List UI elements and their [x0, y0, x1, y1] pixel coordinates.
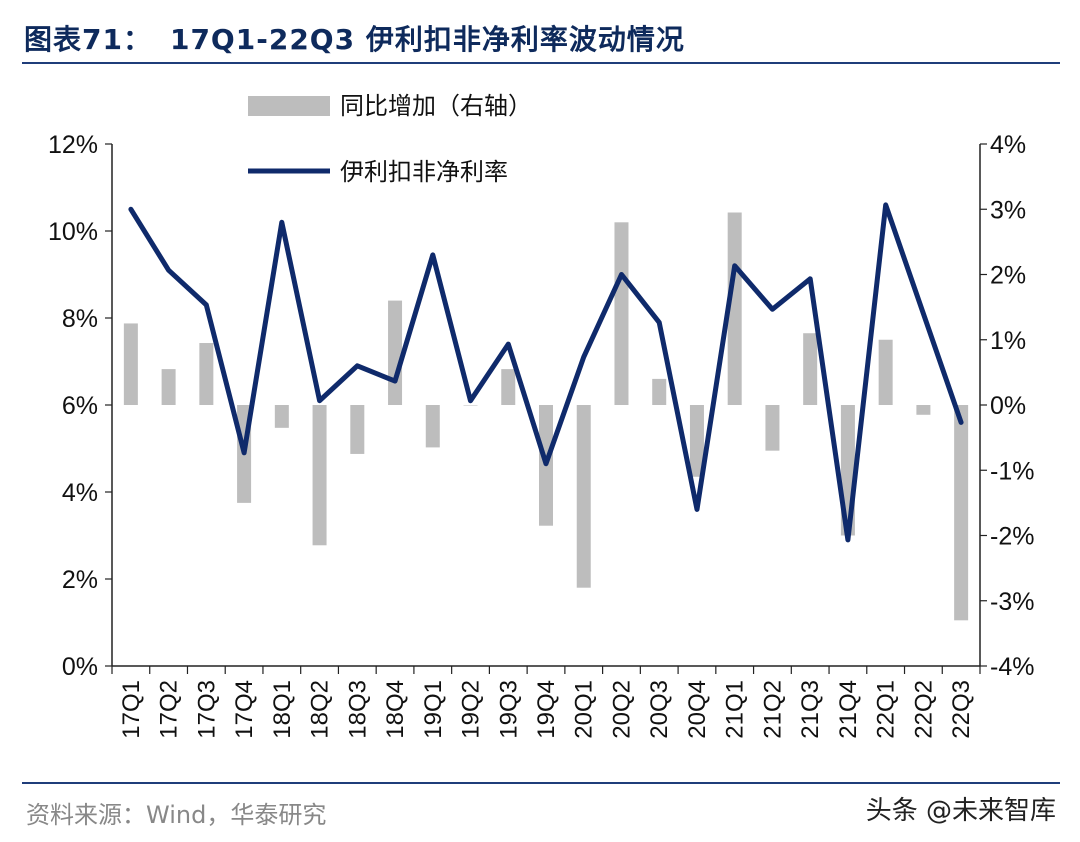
figure-title-text: 17Q1-22Q3 伊利扣非净利率波动情况	[169, 23, 685, 56]
figure-label: 图表71：	[24, 23, 152, 56]
legend: 同比增加（右轴） 伊利扣非净利率	[248, 92, 532, 186]
category-label-21Q2: 21Q2	[759, 680, 786, 739]
right-tick-label: -2%	[990, 523, 1034, 551]
category-label-19Q1: 19Q1	[420, 680, 447, 739]
right-tick-label: 4%	[990, 131, 1026, 159]
bar-21Q1	[727, 212, 742, 405]
category-label-20Q2: 20Q2	[608, 680, 635, 739]
bar-20Q3	[652, 378, 667, 405]
bar-22Q1	[878, 339, 893, 405]
right-tick-label: -4%	[990, 653, 1034, 681]
right-tick-label: 1%	[990, 327, 1026, 355]
category-label-18Q4: 18Q4	[382, 680, 409, 739]
left-tick-label: 4%	[62, 479, 98, 507]
right-tick-label: -3%	[990, 588, 1034, 616]
bar-17Q3	[199, 343, 214, 405]
bar-19Q1	[425, 405, 440, 448]
left-tick-label: 0%	[62, 653, 98, 681]
category-label-20Q4: 20Q4	[684, 680, 711, 739]
left-tick-label: 12%	[48, 131, 98, 159]
category-label-19Q4: 19Q4	[533, 680, 560, 739]
category-label-20Q1: 20Q1	[571, 680, 598, 739]
bar-21Q3	[803, 333, 818, 405]
category-label-21Q1: 21Q1	[722, 680, 749, 739]
category-label-17Q3: 17Q3	[193, 680, 220, 739]
bar-17Q1	[123, 323, 138, 405]
bar-21Q2	[765, 405, 780, 451]
legend-bar-label: 同比增加（右轴）	[340, 92, 532, 120]
left-tick-label: 10%	[48, 218, 98, 246]
bar-18Q4	[388, 300, 403, 405]
left-tick-label: 6%	[62, 392, 98, 420]
category-label-22Q1: 22Q1	[873, 680, 900, 739]
right-tick-label: 0%	[990, 392, 1026, 420]
source-note: 资料来源：Wind，华泰研究	[26, 801, 327, 829]
figure-title: 图表71： 17Q1-22Q3 伊利扣非净利率波动情况	[24, 18, 703, 58]
bar-17Q2	[161, 369, 176, 405]
bottom-rule	[22, 782, 1060, 784]
bar-20Q1	[576, 405, 591, 588]
bar-19Q2	[463, 405, 478, 406]
category-label-19Q2: 19Q2	[458, 680, 485, 739]
watermark: 头条 @未来智库	[865, 796, 1056, 826]
bar-22Q3	[954, 405, 969, 621]
category-label-21Q3: 21Q3	[797, 680, 824, 739]
category-label-18Q2: 18Q2	[307, 680, 334, 739]
category-label-22Q2: 22Q2	[910, 680, 937, 739]
legend-line-label: 伊利扣非净利率	[340, 158, 508, 186]
category-label-22Q3: 22Q3	[948, 680, 975, 739]
left-tick-label: 2%	[62, 566, 98, 594]
category-label-19Q3: 19Q3	[495, 680, 522, 739]
bar-20Q2	[614, 222, 629, 405]
category-label-18Q1: 18Q1	[269, 680, 296, 739]
right-tick-label: 2%	[990, 262, 1026, 290]
category-label-17Q1: 17Q1	[118, 680, 145, 739]
bar-18Q3	[350, 405, 365, 454]
category-label-21Q4: 21Q4	[835, 680, 862, 739]
category-label-20Q3: 20Q3	[646, 680, 673, 739]
bar-18Q1	[274, 405, 289, 428]
right-tick-label: -1%	[990, 457, 1034, 485]
category-label-18Q3: 18Q3	[344, 680, 371, 739]
category-label-17Q4: 17Q4	[231, 680, 258, 739]
right-tick-label: 3%	[990, 196, 1026, 224]
bar-19Q3	[501, 369, 516, 405]
top-rule	[22, 62, 1060, 64]
legend-bar-swatch	[248, 96, 330, 116]
left-tick-label: 8%	[62, 305, 98, 333]
bar-20Q4	[689, 405, 704, 477]
category-label-17Q2: 17Q2	[156, 680, 183, 739]
bar-22Q2	[916, 405, 931, 415]
bar-18Q2	[312, 405, 327, 546]
